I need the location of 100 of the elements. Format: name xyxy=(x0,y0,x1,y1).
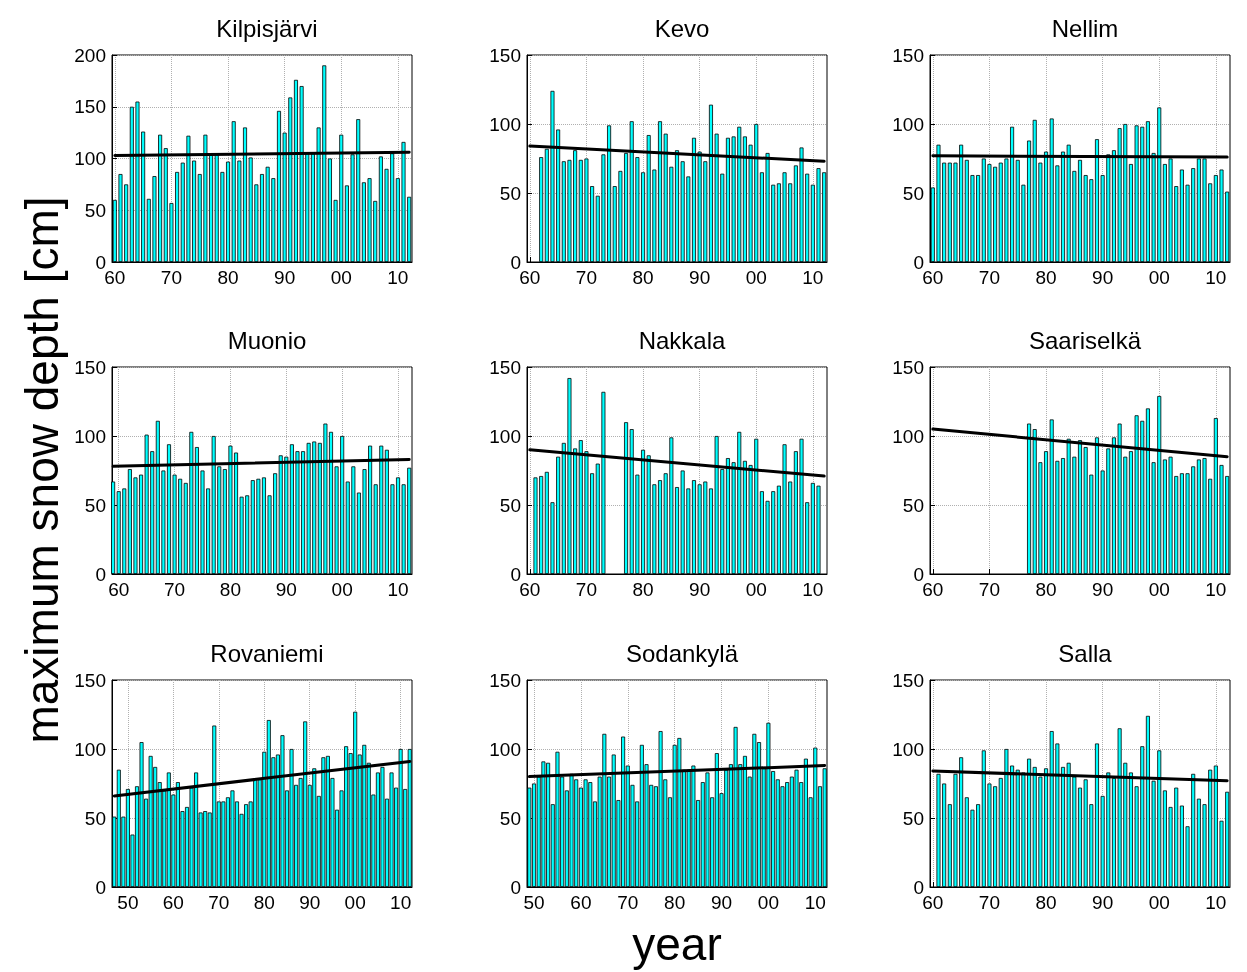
x-tick-label: 00 xyxy=(1148,579,1170,600)
x-tick-label: 60 xyxy=(922,267,944,288)
x-tick-label: 80 xyxy=(632,267,654,288)
x-tick-label: 00 xyxy=(1148,267,1170,288)
y-tick-label: 50 xyxy=(902,182,924,204)
y-tick-label: 150 xyxy=(892,356,924,378)
x-tick-label: 10 xyxy=(1205,892,1227,913)
x-tick-label: 90 xyxy=(275,579,297,600)
y-tick-label: 0 xyxy=(913,876,924,898)
y-tick-label: 0 xyxy=(95,251,106,273)
y-tick-label: 150 xyxy=(489,356,521,378)
y-tick-label: 100 xyxy=(892,113,924,135)
x-tick-label: 60 xyxy=(922,892,944,913)
x-tick-label: 80 xyxy=(1035,267,1057,288)
x-tick-label: 90 xyxy=(1092,267,1114,288)
x-tick-label: 60 xyxy=(104,267,126,288)
x-tick-label: 10 xyxy=(390,892,412,913)
x-tick-label: 10 xyxy=(387,579,409,600)
y-tick-label: 0 xyxy=(510,251,521,273)
x-tick-label: 00 xyxy=(330,267,352,288)
y-tick-label: 100 xyxy=(489,113,521,135)
x-tick-label: 70 xyxy=(978,892,1000,913)
x-tick-label: 90 xyxy=(1092,892,1114,913)
y-tick-label: 50 xyxy=(84,807,106,829)
x-tick-label: 90 xyxy=(689,267,711,288)
x-tick-label: 00 xyxy=(1148,892,1170,913)
x-tick-label: 10 xyxy=(1205,579,1227,600)
y-tick-label: 0 xyxy=(510,876,521,898)
x-tick-label: 10 xyxy=(802,579,824,600)
x-tick-label: 80 xyxy=(1035,892,1057,913)
x-tick-label: 60 xyxy=(570,892,592,913)
y-tick-label: 150 xyxy=(892,44,924,66)
y-tick-label: 150 xyxy=(74,96,106,118)
chart-title: Salla xyxy=(1058,639,1113,667)
y-tick-label: 0 xyxy=(913,563,924,585)
y-tick-label: 100 xyxy=(489,425,521,447)
chart-title: Rovaniemi xyxy=(210,639,324,667)
y-tick-label: 150 xyxy=(489,44,521,66)
x-tick-label: 00 xyxy=(344,892,366,913)
x-tick-label: 70 xyxy=(575,579,597,600)
chart-title: Nellim xyxy=(1051,14,1119,42)
x-tick-label: 80 xyxy=(217,267,239,288)
y-tick-label: 50 xyxy=(84,494,106,516)
x-tick-label: 80 xyxy=(1035,579,1057,600)
y-tick-label: 50 xyxy=(499,182,521,204)
y-tick-label: 100 xyxy=(74,738,106,760)
chart-title: Kilpisjärvi xyxy=(216,14,318,42)
chart-title: Nakkala xyxy=(638,326,726,354)
y-tick-label: 200 xyxy=(74,44,106,66)
chart-title: Kevo xyxy=(654,14,710,42)
x-tick-label: 60 xyxy=(162,892,184,913)
y-tick-label: 50 xyxy=(499,494,521,516)
y-tick-label: 150 xyxy=(74,669,106,691)
x-tick-label: 70 xyxy=(164,579,186,600)
x-tick-label: 70 xyxy=(160,267,182,288)
x-tick-label: 50 xyxy=(523,892,545,913)
x-tick-label: 00 xyxy=(745,579,767,600)
x-tick-label: 60 xyxy=(519,579,541,600)
x-tick-label: 50 xyxy=(117,892,139,913)
x-tick-label: 80 xyxy=(664,892,686,913)
y-tick-label: 100 xyxy=(74,148,106,169)
y-axis-title: maximum snow depth [cm] xyxy=(15,196,69,744)
x-tick-label: 70 xyxy=(978,267,1000,288)
x-tick-label: 70 xyxy=(575,267,597,288)
y-tick-label: 100 xyxy=(892,738,924,760)
y-tick-label: 0 xyxy=(95,563,106,585)
y-tick-label: 50 xyxy=(84,199,106,221)
x-tick-label: 00 xyxy=(757,892,779,913)
x-tick-label: 70 xyxy=(978,579,1000,600)
x-tick-label: 90 xyxy=(710,892,733,913)
x-tick-label: 60 xyxy=(922,579,944,600)
x-tick-label: 60 xyxy=(519,267,541,288)
x-tick-label: 70 xyxy=(617,892,639,913)
y-tick-label: 0 xyxy=(913,251,924,273)
x-tick-label: 90 xyxy=(1092,579,1114,600)
x-tick-label: 80 xyxy=(632,579,654,600)
x-tick-label: 90 xyxy=(274,267,296,288)
y-tick-label: 0 xyxy=(510,563,521,585)
y-tick-label: 150 xyxy=(74,356,106,378)
x-tick-label: 90 xyxy=(299,892,321,913)
y-tick-label: 50 xyxy=(902,807,924,829)
y-tick-label: 100 xyxy=(74,425,106,447)
x-tick-label: 90 xyxy=(689,579,711,600)
y-tick-label: 150 xyxy=(489,669,521,691)
x-tick-label: 70 xyxy=(208,892,230,913)
x-tick-label: 10 xyxy=(1205,267,1227,288)
y-tick-label: 100 xyxy=(489,738,521,760)
chart-title: Sodankylä xyxy=(625,639,739,667)
x-tick-label: 60 xyxy=(108,579,130,600)
chart-title: Saariselkä xyxy=(1028,326,1142,354)
chart-title: Muonio xyxy=(227,326,307,354)
y-tick-label: 150 xyxy=(892,669,924,691)
x-tick-label: 10 xyxy=(804,892,826,913)
x-axis-title: year xyxy=(632,917,722,971)
y-tick-label: 0 xyxy=(95,876,106,898)
x-tick-label: 80 xyxy=(219,579,242,600)
x-tick-label: 00 xyxy=(745,267,767,288)
x-tick-label: 80 xyxy=(253,892,275,913)
x-tick-label: 10 xyxy=(802,267,824,288)
y-tick-label: 100 xyxy=(892,425,924,447)
